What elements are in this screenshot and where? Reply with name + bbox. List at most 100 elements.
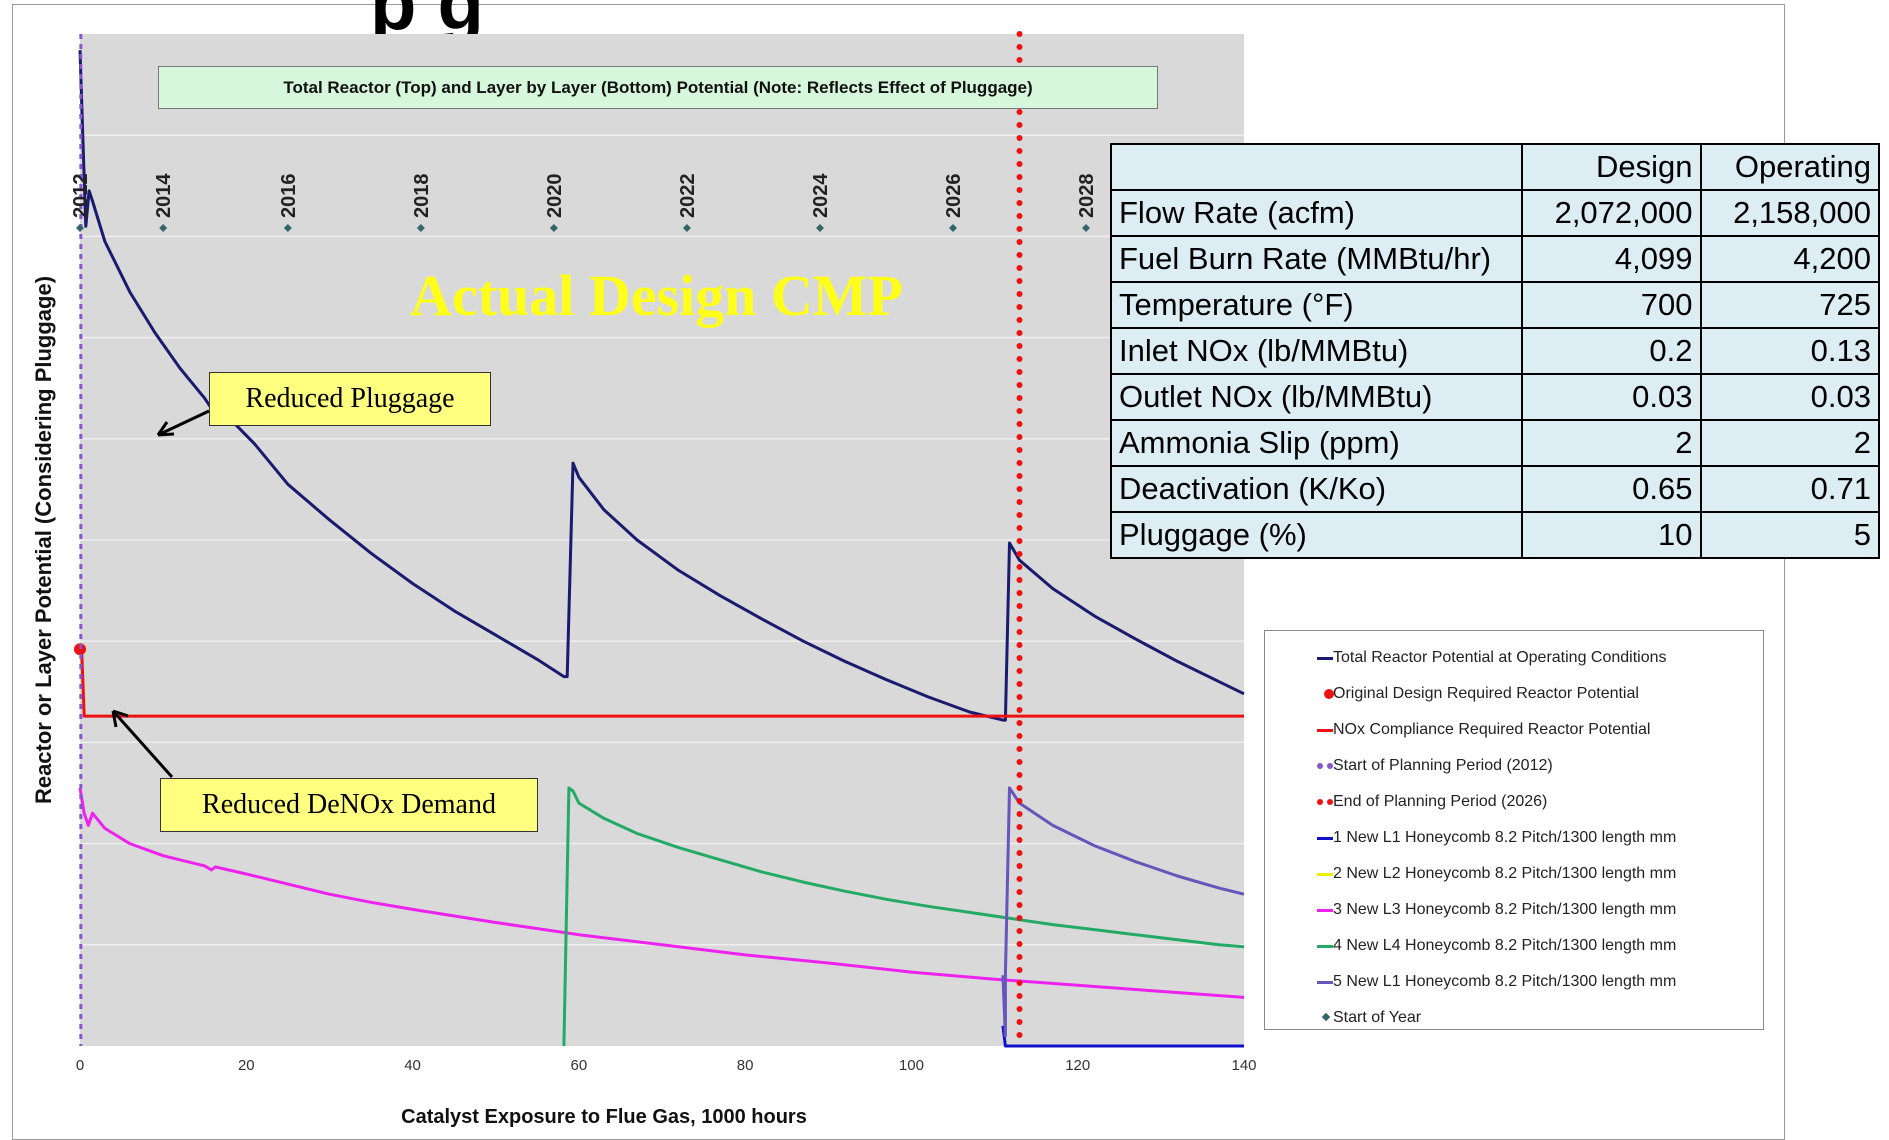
- table-row-label: Fuel Burn Rate (MMBtu/hr): [1110, 235, 1523, 283]
- table-row-label: Ammonia Slip (ppm): [1110, 419, 1523, 467]
- table-row-label: Pluggage (%): [1110, 511, 1523, 559]
- year-marker-diamond: [416, 224, 425, 232]
- legend-label: 3 New L3 Honeycomb 8.2 Pitch/1300 length…: [1333, 901, 1677, 918]
- legend-marker: [1265, 972, 1333, 992]
- table-cell: 2,072,000: [1521, 189, 1702, 237]
- series-line: [78, 647, 1244, 718]
- year-marker-label: 2022: [677, 174, 699, 219]
- table-cell: 0.65: [1521, 465, 1702, 513]
- x-tick-label: 0: [76, 1057, 84, 1074]
- table-cell: 0.03: [1521, 373, 1702, 421]
- year-marker-label: 2012: [70, 174, 92, 219]
- table-row: Outlet NOx (lb/MMBtu) 0.03 0.03: [1110, 373, 1880, 421]
- year-marker-label: 2028: [1076, 174, 1098, 219]
- arrow-reduced-pluggage: [157, 409, 210, 437]
- legend-item: 2 New L2 Honeycomb 8.2 Pitch/1300 length…: [1265, 857, 1676, 891]
- x-tick-label: 100: [899, 1057, 924, 1074]
- arrowhead-reduced-denox: [111, 709, 129, 728]
- callout-reduced-pluggage: Reduced Pluggage: [209, 372, 491, 426]
- legend-item: Start of Planning Period (2012): [1265, 749, 1553, 783]
- series-line: [78, 50, 1245, 722]
- legend-marker: [1265, 936, 1333, 956]
- year-marker-diamond: [949, 224, 957, 232]
- table-cell: 0.2: [1521, 327, 1702, 375]
- x-tick-label: 80: [737, 1057, 754, 1074]
- year-marker-label: 2024: [810, 173, 832, 218]
- year-marker-diamond: [815, 224, 824, 232]
- legend-item: NOx Compliance Required Reactor Potentia…: [1265, 713, 1650, 747]
- x-tick-label: 60: [571, 1057, 588, 1074]
- year-marker-diamond: [159, 224, 168, 232]
- year-marker-label: 2016: [278, 174, 300, 219]
- legend-label: Start of Year: [1333, 1009, 1422, 1026]
- planning-period-lines: [79, 31, 1023, 1049]
- table-header-row: Design Operating: [1110, 143, 1880, 191]
- chart-title-banner: Total Reactor (Top) and Layer by Layer (…: [158, 66, 1158, 109]
- series-line: [562, 786, 1245, 1047]
- table-row-label: Flow Rate (acfm): [1110, 189, 1523, 237]
- table-row: Pluggage (%) 10 5: [1110, 511, 1880, 559]
- legend-item: 1 New L1 Honeycomb 8.2 Pitch/1300 length…: [1265, 821, 1676, 855]
- year-marker-label: 2018: [411, 174, 433, 219]
- year-marker-label: 2014: [153, 173, 175, 218]
- legend-item: Original Design Required Reactor Potenti…: [1265, 677, 1639, 711]
- table-row: Deactivation (K/Ko) 0.65 0.71: [1110, 465, 1880, 513]
- legend-item: 3 New L3 Honeycomb 8.2 Pitch/1300 length…: [1265, 893, 1676, 927]
- legend-item: End of Planning Period (2026): [1265, 785, 1547, 819]
- plot-series: [74, 50, 1245, 1048]
- y-axis-title: Reactor or Layer Potential (Considering …: [31, 275, 56, 805]
- parameter-table: Design Operating Flow Rate (acfm) 2,072,000…: [1110, 143, 1880, 559]
- legend-marker: [1265, 684, 1334, 704]
- legend-label: 2 New L2 Honeycomb 8.2 Pitch/1300 length…: [1333, 865, 1677, 882]
- table-cell: 2: [1699, 419, 1880, 467]
- legend-item: 4 New L4 Honeycomb 8.2 Pitch/1300 length…: [1265, 929, 1676, 963]
- table-cell: 5: [1699, 511, 1880, 559]
- legend-item: Total Reactor Potential at Operating Con…: [1265, 641, 1667, 675]
- legend-label: End of Planning Period (2026): [1333, 793, 1548, 810]
- year-markers: 2012 2014 2016 2018 2020 2022 2024 2026 2028: [70, 173, 1098, 232]
- legend-label: 4 New L4 Honeycomb 8.2 Pitch/1300 length…: [1333, 937, 1677, 954]
- table-row: Fuel Burn Rate (MMBtu/hr) 4,099 4,200: [1110, 235, 1880, 283]
- table-row-label: Inlet NOx (lb/MMBtu): [1110, 327, 1523, 375]
- table-row: Ammonia Slip (ppm) 2 2: [1110, 419, 1880, 467]
- arrowhead-reduced-pluggage: [156, 421, 175, 437]
- series-line: [1001, 1025, 1244, 1048]
- table-header-cell: Design: [1521, 143, 1702, 191]
- year-marker-label: 2020: [544, 174, 566, 219]
- x-tick-label: 40: [404, 1057, 421, 1074]
- legend-item: 5 New L1 Honeycomb 8.2 Pitch/1300 length…: [1265, 965, 1676, 999]
- x-axis-title: Catalyst Exposure to Flue Gas, 1000 hour…: [401, 1106, 807, 1128]
- legend-label: Start of Planning Period (2012): [1333, 757, 1553, 774]
- year-marker-diamond: [549, 224, 558, 232]
- arrow-reduced-denox: [111, 710, 174, 778]
- table-cell: 700: [1521, 281, 1702, 329]
- table-cell: 0.13: [1699, 327, 1880, 375]
- series-line: [1001, 786, 1245, 1038]
- table-row-label: Outlet NOx (lb/MMBtu): [1110, 373, 1523, 421]
- legend-label: Total Reactor Potential at Operating Con…: [1333, 649, 1667, 666]
- legend-label: 1 New L1 Honeycomb 8.2 Pitch/1300 length…: [1333, 829, 1677, 846]
- table-cell: 0.03: [1699, 373, 1880, 421]
- table-row-label: Deactivation (K/Ko): [1110, 465, 1523, 513]
- table-header-blank: [1110, 143, 1523, 191]
- table-cell: 0.71: [1699, 465, 1880, 513]
- x-tick-label: 20: [238, 1057, 255, 1074]
- legend-marker: [1265, 792, 1333, 812]
- legend-marker: [1265, 648, 1333, 668]
- series-line: [78, 787, 1245, 999]
- grid-lines: [80, 134, 1244, 946]
- year-marker-diamond: [76, 224, 84, 232]
- legend-label: NOx Compliance Required Reactor Potentia…: [1333, 721, 1651, 738]
- table-row-label: Temperature (°F): [1110, 281, 1523, 329]
- legend-label: Original Design Required Reactor Potenti…: [1333, 685, 1639, 702]
- legend-label: 5 New L1 Honeycomb 8.2 Pitch/1300 length…: [1333, 973, 1677, 990]
- table-row: Flow Rate (acfm) 2,072,000 2,158,000: [1110, 189, 1880, 237]
- table-cell: 725: [1699, 281, 1880, 329]
- legend: Total Reactor Potential at Operating Con…: [1264, 630, 1764, 1030]
- watermark-text: Actual Design CMP: [410, 263, 903, 328]
- legend-marker: [1265, 720, 1333, 740]
- table-row: Temperature (°F) 700 725: [1110, 281, 1880, 329]
- legend-marker: [1265, 756, 1333, 776]
- year-marker-label: 2026: [943, 174, 965, 219]
- legend-item: Start of Year: [1265, 1001, 1421, 1035]
